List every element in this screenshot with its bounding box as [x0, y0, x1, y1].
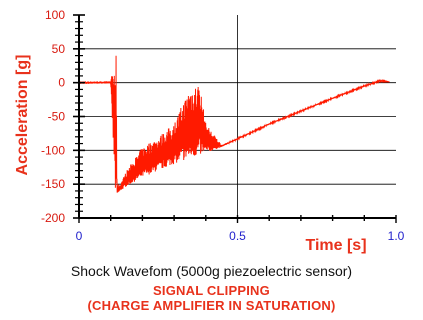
- y-tick-label: -200: [41, 211, 65, 225]
- x-tick-label: 1.0: [388, 229, 405, 243]
- x-tick-labels: 0 0.5 1.0: [76, 229, 405, 243]
- clipping-note-detail: (CHARGE AMPLIFIER IN SATURATION): [87, 298, 336, 313]
- y-tick-label: -150: [41, 177, 65, 191]
- shock-waveform-chart: 100 50 0 -50 -100 -150 -200 0 0.5 1.0 Accelerati…: [14, 8, 405, 254]
- y-tick-labels: 100 50 0 -50 -100 -150 -200: [41, 8, 65, 225]
- x-axis-label: Time [s]: [305, 237, 366, 254]
- x-tick-label: 0: [76, 229, 83, 243]
- y-tick-label: 0: [58, 76, 65, 90]
- y-axis-label: Acceleration [g]: [14, 55, 31, 176]
- grid-lines: [79, 15, 396, 218]
- acceleration-series-line: [78, 55, 390, 193]
- axis-ticks: [73, 14, 397, 223]
- x-tick-label: 0.5: [229, 229, 246, 243]
- y-tick-label: 50: [52, 42, 66, 56]
- signal-trace: [78, 55, 390, 193]
- figure-caption: Shock Wavefom (5000g piezoelectric senso…: [70, 263, 353, 279]
- y-tick-label: -100: [41, 143, 65, 157]
- y-tick-label: -50: [48, 110, 66, 124]
- clipping-note-title: SIGNAL CLIPPING: [153, 283, 270, 298]
- y-tick-label: 100: [45, 8, 65, 22]
